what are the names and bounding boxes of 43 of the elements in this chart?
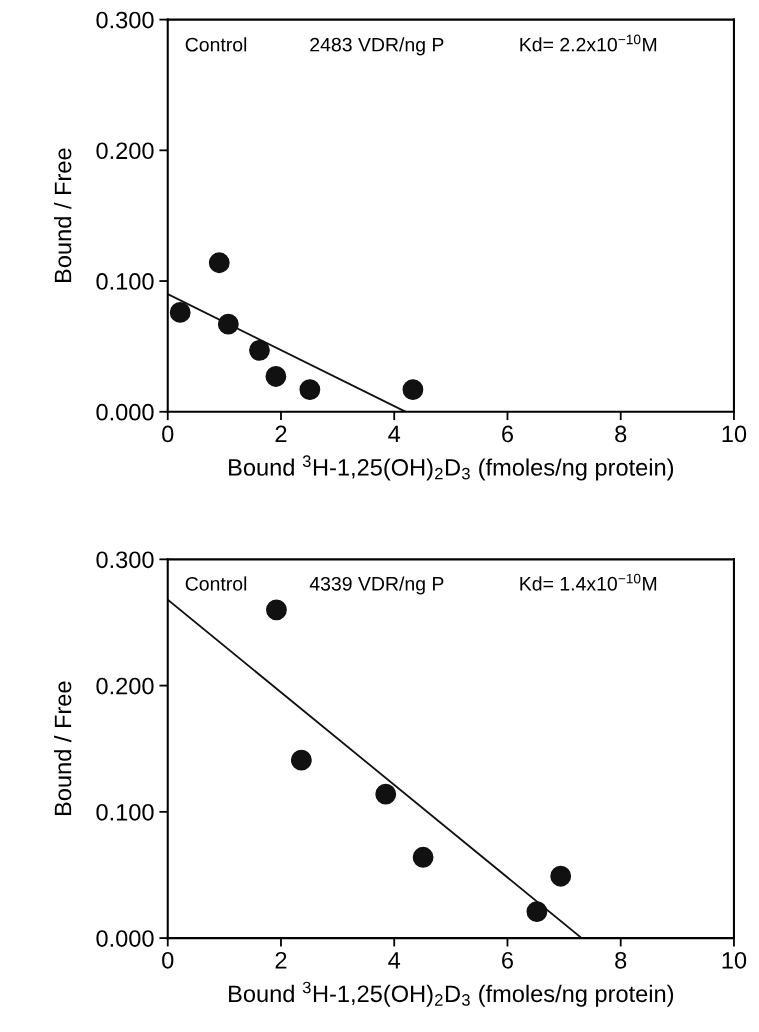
x-tick-label: 0	[162, 425, 174, 443]
point	[265, 366, 287, 387]
annotation: Kd= 2.2x10$^{−10}$M	[520, 34, 657, 52]
point	[375, 783, 397, 805]
y-tick-label: 0.200	[96, 677, 154, 695]
x-tick-label: 8	[615, 951, 627, 969]
y-tick-label: 0.000	[96, 403, 154, 421]
annotation: Kd= 1.4x10$^{−10}$M	[520, 573, 657, 591]
x-tick-label: 2	[275, 425, 287, 443]
point	[526, 901, 548, 922]
x-tick-label: 10	[722, 425, 747, 443]
x-tick-label: 2	[275, 951, 287, 969]
point	[290, 749, 312, 771]
point	[217, 313, 239, 335]
x-tick-label: 6	[502, 951, 513, 969]
x-axis-title: Bound $^{3}$H-1,25(OH)$_{2}$D$_{3}$ (fmoles/ng protein)	[229, 455, 674, 481]
annotation: 4339 VDR/ng P	[309, 576, 444, 595]
x-tick-label: 4	[388, 952, 401, 969]
point	[299, 379, 321, 400]
point	[412, 846, 434, 868]
point	[249, 339, 270, 361]
point	[266, 599, 287, 621]
x-tick-label: 10	[722, 951, 747, 969]
point	[208, 252, 230, 274]
point	[550, 865, 572, 887]
y-tick-label: 0.200	[96, 142, 154, 160]
annotation: Control	[185, 576, 247, 591]
y-tick-label: 0.100	[96, 273, 154, 290]
point	[402, 379, 424, 400]
y-axis-title: Bound / Free	[54, 681, 72, 816]
x-axis-title: Bound $^{3}$H-1,25(OH)$_{2}$D$_{3}$ (fmoles/ng protein)	[229, 981, 674, 1007]
x-tick-label: 0	[162, 951, 174, 969]
x-tick-label: 6	[502, 425, 513, 443]
annotation: Control	[185, 37, 247, 52]
point	[169, 302, 191, 323]
annotation: 2483 VDR/ng P	[310, 37, 444, 56]
x-tick-label: 4	[388, 425, 401, 443]
y-tick-label: 0.100	[96, 803, 154, 821]
y-tick-label: 0.300	[96, 11, 154, 29]
y-axis-title: Bound / Free	[54, 148, 72, 282]
y-tick-label: 0.300	[96, 551, 154, 569]
y-tick-label: 0.000	[96, 930, 154, 947]
x-tick-label: 8	[615, 425, 627, 443]
